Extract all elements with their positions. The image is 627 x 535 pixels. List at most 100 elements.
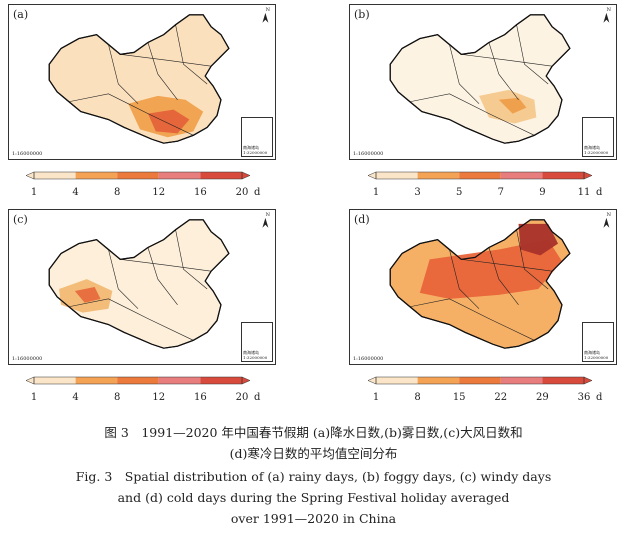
legend-unit: d (254, 187, 261, 198)
map-panel-c: (c) N 南海诸岛 1:32000000 1:16000000 (8, 209, 276, 365)
province-border (108, 44, 139, 104)
legend-tick-label: 5 (456, 187, 463, 198)
legend-c: 1 4 8 12 16 20 d (24, 373, 260, 407)
colorbar-segment (459, 377, 501, 384)
north-arrow-glyph (603, 217, 610, 228)
inset-label: 南海诸岛 1:32000000 (243, 350, 268, 360)
province-border (175, 229, 208, 290)
colorbar-segment (417, 172, 460, 179)
colorbar-segment (542, 377, 584, 384)
colorbar-segment (459, 172, 501, 179)
colorbar-segment (500, 377, 543, 384)
colorbar (25, 171, 251, 180)
province-border (120, 54, 212, 67)
colorbar-end (241, 376, 251, 385)
colorbar-end (583, 376, 593, 385)
north-arrow-icon: N (606, 7, 611, 13)
legend-tick-label: 8 (114, 392, 121, 403)
caption-zh-line1: 图 3 1991—2020 年中国春节假期 (a)降水日数,(b)雾日数,(c)… (104, 425, 523, 440)
province-border (461, 54, 553, 67)
scale-label: 1:16000000 (12, 151, 43, 157)
shaded-region-high (74, 287, 101, 303)
caption-zh-line2: (d)寒冷日数的平均值空间分布 (229, 446, 398, 461)
china-border (48, 14, 230, 144)
colorbar-segment (200, 172, 242, 179)
province-border (108, 249, 139, 309)
legend-tick-label: 22 (494, 392, 508, 403)
shaded-region-high (498, 97, 527, 114)
map-panel-a: (a) N 南海诸岛 1:32000000 1:16000000 (8, 4, 276, 160)
panel-label: (a) (13, 8, 29, 21)
legend-a: 1 4 8 12 16 20 d (24, 168, 260, 202)
legend-d: 1 8 15 22 29 36 d (366, 373, 602, 407)
legend-tick-label: 15 (452, 392, 466, 403)
province-border (409, 93, 535, 136)
panel-label: (c) (13, 213, 28, 226)
south-china-sea-inset: 南海诸岛 1:32000000 (241, 322, 273, 362)
colorbar-segment (34, 377, 76, 384)
legend-tick-label: 12 (152, 187, 166, 198)
colorbar-segment (376, 172, 418, 179)
legend-tick-label: 9 (539, 187, 546, 198)
province-border (461, 259, 553, 272)
north-arrow-glyph (262, 12, 269, 23)
colorbar-end (367, 376, 377, 385)
colorbar-frame (33, 376, 243, 385)
north-arrow-icon: N (265, 212, 270, 218)
legend-tick-label: 3 (414, 187, 421, 198)
province-border (147, 42, 178, 100)
south-china-sea-inset: 南海诸岛 1:32000000 (582, 117, 614, 157)
south-china-sea-inset: 南海诸岛 1:32000000 (241, 117, 273, 157)
legend-tick-label: 12 (152, 392, 166, 403)
colorbar (367, 376, 593, 385)
china-border (389, 14, 571, 144)
legend-unit: d (254, 392, 261, 403)
legend-tick-label: 29 (536, 392, 549, 403)
colorbar-segment (34, 172, 76, 179)
north-arrow-glyph (262, 217, 269, 228)
china-border (389, 219, 571, 349)
panel-label: (b) (354, 8, 370, 21)
scale-label: 1:16000000 (12, 356, 43, 362)
legend-tick-label: 8 (114, 187, 121, 198)
province-border (409, 298, 535, 341)
north-arrow-glyph (603, 12, 610, 23)
china-map-b (389, 12, 610, 144)
colorbar-end (25, 376, 35, 385)
legend-tick-label: 20 (235, 187, 249, 198)
colorbar-segment (417, 377, 460, 384)
colorbar-segment (117, 377, 159, 384)
province-border (147, 247, 178, 305)
legend-tick-label: 20 (235, 392, 249, 403)
colorbar-segment (117, 172, 159, 179)
colorbar-end (241, 171, 251, 180)
legend-tick-label: 4 (72, 187, 79, 198)
colorbar-frame (375, 171, 585, 180)
caption-en-line2: and (d) cold days during the Spring Fest… (117, 490, 510, 505)
inset-label: 南海诸岛 1:32000000 (584, 145, 609, 155)
shaded-region-high (518, 223, 559, 256)
colorbar (25, 376, 251, 385)
legend-tick-label: 11 (577, 187, 591, 198)
colorbar-frame (33, 171, 243, 180)
colorbar-segment (158, 377, 201, 384)
colorbar-end (25, 171, 35, 180)
province-border (488, 247, 519, 305)
inset-label: 南海诸岛 1:32000000 (584, 350, 609, 360)
legend-b: 1 3 5 7 9 11 d (366, 168, 602, 202)
colorbar (367, 171, 593, 180)
province-border (449, 249, 480, 309)
map-panel-b: (b) N 南海诸岛 1:32000000 1:16000000 (349, 4, 617, 160)
colorbar-end (583, 171, 593, 180)
legend-tick-label: 1 (30, 392, 38, 403)
colorbar-segment (376, 377, 418, 384)
province-border (120, 259, 212, 272)
legend-tick-label: 36 (577, 392, 591, 403)
inset-label: 南海诸岛 1:32000000 (243, 145, 268, 155)
legend-tick-label: 16 (194, 392, 207, 403)
china-map-a (48, 12, 269, 144)
legend-unit: d (596, 392, 603, 403)
colorbar-frame (375, 376, 585, 385)
colorbar-end (367, 171, 377, 180)
caption-en-line3: over 1991—2020 in China (230, 511, 397, 526)
